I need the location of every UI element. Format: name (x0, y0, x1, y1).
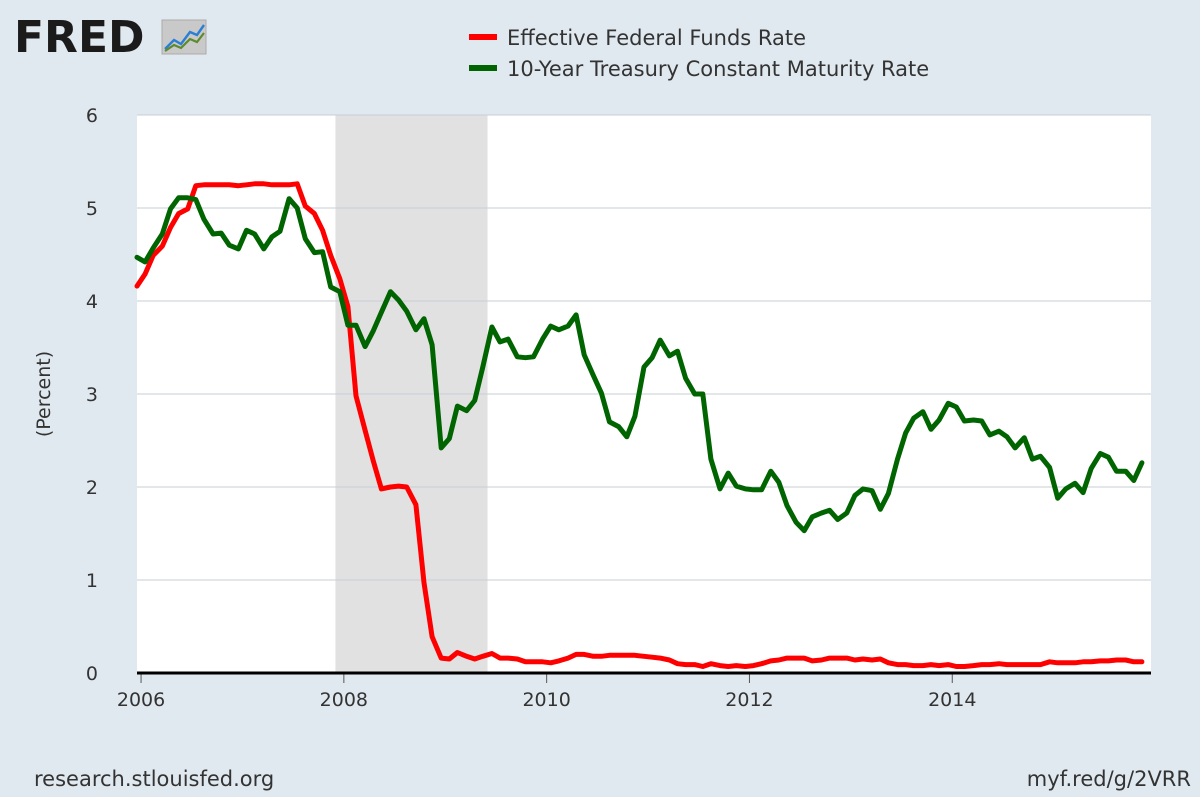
y-tick-label: 3 (86, 384, 98, 406)
legend-label-fedfunds: Effective Federal Funds Rate (507, 26, 806, 50)
series-line-10y-treasury (134, 195, 1145, 534)
footer-source[interactable]: research.stlouisfed.org (34, 767, 274, 791)
x-tick-label: 2010 (522, 689, 570, 711)
y-tick-label: 4 (86, 291, 98, 313)
logo-wordmark: FRED (14, 12, 145, 63)
y-axis-ticks: 0 1 2 3 4 5 6 (86, 105, 98, 685)
legend: Effective Federal Funds Rate 10-Year Tre… (469, 26, 929, 81)
y-tick-label: 5 (86, 198, 98, 220)
series-lines (134, 181, 1145, 669)
fred-logo[interactable]: FRED (14, 12, 207, 63)
x-tick-label: 2014 (928, 689, 976, 711)
logo-trend-icon (161, 19, 207, 55)
y-tick-label: 0 (86, 663, 98, 685)
y-tick-label: 6 (86, 105, 98, 127)
y-tick-label: 1 (86, 570, 98, 592)
x-axis-ticks: 2006 2008 2010 2012 2014 (117, 673, 976, 711)
series-line-fed-funds (134, 181, 1145, 669)
x-tick-label: 2006 (117, 689, 165, 711)
legend-label-treasury: 10-Year Treasury Constant Maturity Rate (507, 57, 929, 81)
y-axis-label: (Percent) (33, 351, 55, 437)
y-tick-label: 2 (86, 477, 98, 499)
footer-short-link[interactable]: myf.red/g/2VRR (1027, 767, 1191, 791)
x-tick-label: 2012 (725, 689, 773, 711)
x-tick-label: 2008 (320, 689, 368, 711)
